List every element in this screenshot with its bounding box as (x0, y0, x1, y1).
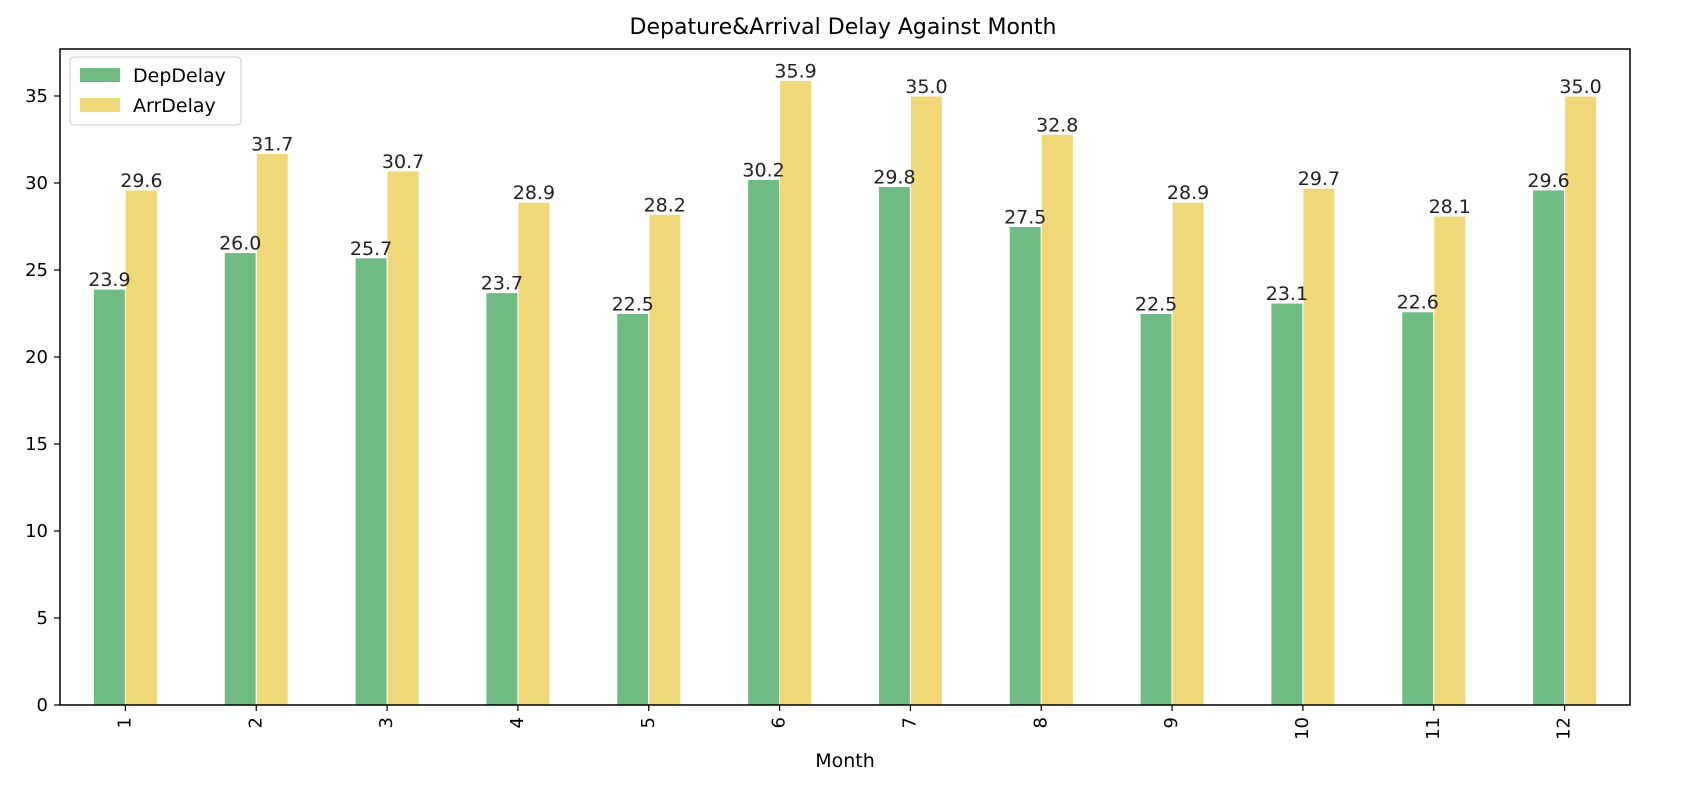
x-axis: 1 2 3 4 5 6 7 8 9 10 11 12 (114, 705, 1575, 740)
data-label-arrdelay-month-3: 30.7 (382, 151, 424, 173)
bar-depdelay-month-7 (877, 185, 911, 706)
bar-depdelay-month-11 (1401, 311, 1435, 706)
data-label-depdelay-month-9: 22.5 (1135, 293, 1177, 315)
bar-depdelay-month-2 (223, 252, 257, 706)
bar-depdelay-month-5 (616, 312, 650, 706)
y-axis: 0 5 10 15 20 25 30 35 (25, 86, 60, 716)
data-label-depdelay-month-6: 30.2 (742, 160, 784, 182)
data-label-arrdelay-month-2: 31.7 (251, 133, 293, 155)
y-tick-label: 20 (25, 347, 48, 368)
bar-arrdelay-month-9 (1171, 201, 1205, 706)
x-tick-label: 9 (1161, 717, 1182, 728)
bar-depdelay-month-9 (1139, 312, 1173, 706)
data-label-arrdelay-month-7: 35.0 (905, 76, 947, 98)
x-tick-label: 12 (1554, 717, 1575, 740)
legend-swatch-arrdelay (80, 98, 120, 112)
data-label-depdelay-month-4: 23.7 (481, 273, 523, 295)
x-tick-label: 10 (1292, 717, 1313, 740)
bar-depdelay-month-10 (1270, 302, 1304, 706)
data-label-depdelay-month-3: 25.7 (350, 238, 392, 260)
bar-depdelay-month-1 (92, 288, 126, 706)
x-tick-label: 5 (638, 717, 659, 728)
data-label-arrdelay-month-10: 29.7 (1298, 168, 1340, 190)
bars-layer (92, 79, 1598, 706)
x-tick-label: 11 (1423, 717, 1444, 740)
chart-title: Depature&Arrival Delay Against Month (630, 15, 1057, 40)
data-label-arrdelay-month-12: 35.0 (1559, 76, 1601, 98)
data-label-depdelay-month-1: 23.9 (88, 269, 130, 291)
y-tick-label: 5 (37, 608, 48, 629)
data-label-depdelay-month-10: 23.1 (1266, 283, 1308, 305)
x-axis-label: Month (815, 750, 875, 772)
legend-label-arrdelay: ArrDelay (133, 95, 216, 117)
legend-swatch-depdelay (80, 68, 120, 82)
bar-arrdelay-month-11 (1433, 215, 1467, 706)
data-label-arrdelay-month-6: 35.9 (774, 60, 816, 82)
data-label-arrdelay-month-8: 32.8 (1036, 114, 1078, 136)
bar-depdelay-month-3 (354, 257, 388, 706)
legend: DepDelay ArrDelay (69, 56, 242, 126)
x-tick-label: 1 (114, 717, 135, 728)
bar-arrdelay-month-1 (124, 189, 158, 706)
bar-arrdelay-month-10 (1302, 187, 1336, 706)
y-tick-label: 30 (25, 173, 48, 194)
x-tick-label: 7 (899, 717, 920, 728)
x-tick-label: 6 (769, 717, 790, 728)
bar-arrdelay-month-4 (517, 201, 551, 706)
data-label-arrdelay-month-5: 28.2 (644, 194, 686, 216)
data-label-depdelay-month-11: 22.6 (1397, 292, 1439, 314)
bar-arrdelay-month-8 (1040, 133, 1074, 706)
bar-depdelay-month-12 (1532, 189, 1566, 706)
bar-arrdelay-month-2 (255, 152, 289, 706)
data-label-arrdelay-month-11: 28.1 (1429, 196, 1471, 218)
y-tick-label: 0 (37, 695, 48, 716)
data-label-arrdelay-month-1: 29.6 (120, 170, 162, 192)
x-tick-label: 3 (376, 717, 397, 728)
x-tick-label: 2 (245, 717, 266, 728)
bar-depdelay-month-6 (747, 179, 781, 706)
data-label-depdelay-month-8: 27.5 (1004, 206, 1046, 228)
y-tick-label: 35 (25, 86, 48, 107)
y-tick-label: 15 (25, 434, 48, 455)
data-label-arrdelay-month-9: 28.9 (1167, 182, 1209, 204)
data-label-depdelay-month-12: 29.6 (1527, 170, 1569, 192)
bar-arrdelay-month-6 (779, 79, 813, 706)
x-tick-label: 4 (507, 717, 528, 728)
data-label-depdelay-month-2: 26.0 (219, 233, 261, 255)
bar-arrdelay-month-5 (648, 213, 682, 706)
y-tick-label: 25 (25, 260, 48, 281)
plot-frame (59, 48, 1631, 706)
data-label-depdelay-month-7: 29.8 (873, 166, 915, 188)
y-tick-label: 10 (25, 521, 48, 542)
data-label-depdelay-month-5: 22.5 (612, 293, 654, 315)
data-label-arrdelay-month-4: 28.9 (513, 182, 555, 204)
bar-depdelay-month-8 (1008, 225, 1042, 706)
bar-arrdelay-month-3 (386, 170, 420, 706)
bar-depdelay-month-4 (485, 292, 519, 706)
data-labels-layer: 23.9 29.6 26.0 31.7 25.7 30.7 23.7 28.9 22.5 28.2… (88, 60, 1601, 315)
legend-label-depdelay: DepDelay (133, 65, 226, 87)
x-tick-label: 8 (1030, 717, 1051, 728)
